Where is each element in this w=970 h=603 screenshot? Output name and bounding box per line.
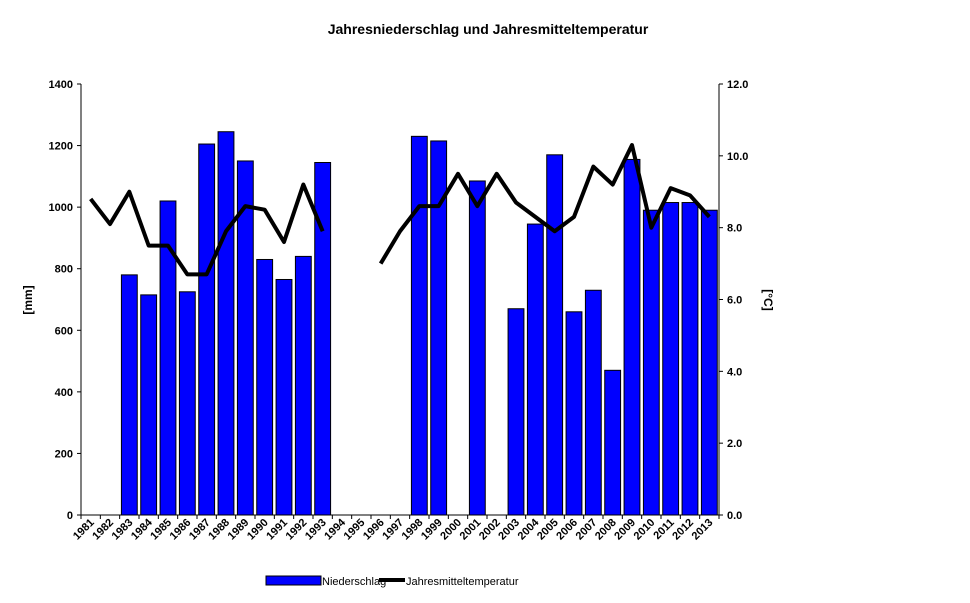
x-tick-label-1988: 1988 [206,517,232,543]
bar-1998 [410,135,428,516]
bar-2008 [604,369,622,516]
x-tick-label-2003: 2003 [496,517,522,543]
y-axis-right-title: [°C] [761,289,775,310]
x-tick-label-2010: 2010 [632,517,658,543]
x-tick-label-1981: 1981 [71,517,97,543]
x-tick-label-1992: 1992 [284,517,310,543]
bar-1987 [198,143,216,516]
x-tick-label-2012: 2012 [670,517,696,543]
x-tick-label-1999: 1999 [419,517,445,543]
x-tick-label-1994: 1994 [322,516,348,542]
y-right-tick-label: 8.0 [727,223,742,235]
y-right-tick-label: 0.0 [727,510,742,522]
y-left-tick-label: 200 [55,448,73,460]
x-tick-label-1986: 1986 [168,517,194,543]
temperature-line-segment-0 [89,182,325,277]
bar-1991 [275,278,293,516]
bar-2010 [642,209,660,516]
x-tick-label-1998: 1998 [400,517,426,543]
bar-2003 [507,308,525,516]
x-tick-label-1990: 1990 [245,517,271,543]
x-tick-label-2009: 2009 [612,517,638,543]
x-tick-label-1983: 1983 [110,517,136,543]
bar-2012 [681,202,699,516]
x-tick-label-1996: 1996 [361,517,387,543]
x-tick-label-2005: 2005 [535,517,561,543]
x-tick-label-2001: 2001 [458,517,484,543]
y-left-tick-label: 0 [67,510,73,522]
bar-1988 [217,131,235,516]
y-left-tick-label: 1400 [49,79,73,91]
bar-1984 [140,294,158,516]
axes-layer [80,84,720,516]
bar-1983 [120,274,138,516]
line-layer [89,143,711,277]
x-tick-label-2006: 2006 [554,517,580,543]
x-tick-label-1993: 1993 [303,517,329,543]
x-tick-label-2008: 2008 [593,517,619,543]
x-tick-label-1982: 1982 [90,517,116,543]
legend-swatch-bar [265,575,322,586]
x-tick-label-1991: 1991 [264,517,290,543]
bar-2006 [565,311,583,516]
x-tick-label-1989: 1989 [226,517,252,543]
temperature-line-segment-1 [378,143,711,265]
bar-2011 [662,202,680,516]
y-right-tick-label: 2.0 [727,438,742,450]
y-left-tick-label: 1200 [49,141,73,153]
legend-label-bar: Niederschlag [322,576,386,588]
y-axis-left-title: [mm] [21,285,35,314]
x-tick-label-1995: 1995 [342,517,368,543]
legend-label-line: Jahresmitteltemperatur [406,576,519,588]
x-tick-label-2000: 2000 [438,517,464,543]
x-tick-label-1984: 1984 [129,516,155,542]
bar-2001 [468,180,486,516]
x-tick-label-2002: 2002 [477,517,503,543]
y-left-tick-label: 800 [55,264,73,276]
bar-2013 [700,209,718,516]
y-left-tick-label: 1000 [49,202,73,214]
y-left-tick-label: 400 [55,387,73,399]
bars-layer [120,131,718,516]
x-tick-label-1997: 1997 [380,517,406,543]
bar-2004 [526,223,544,516]
y-left-tick-label: 600 [55,325,73,337]
chart-title: Jahresniederschlag und Jahresmitteltempe… [328,21,649,37]
x-tick-label-1987: 1987 [187,517,213,543]
bar-1986 [178,291,196,516]
legend: Niederschlag Jahresmitteltemperatur [265,575,519,588]
x-tick-label-1985: 1985 [148,517,174,543]
x-tick-label-2007: 2007 [574,517,600,543]
x-tick-label-2013: 2013 [690,517,716,543]
x-tick-label-2011: 2011 [651,517,676,542]
bar-2005 [546,154,564,516]
y-right-tick-label: 6.0 [727,295,742,307]
bar-1990 [256,258,274,516]
y-right-tick-label: 12.0 [727,79,748,91]
y-right-tick-label: 10.0 [727,151,748,163]
bar-2009 [623,158,641,516]
bar-2007 [584,289,602,516]
y-right-tick-label: 4.0 [727,366,742,378]
bar-1992 [294,255,312,516]
